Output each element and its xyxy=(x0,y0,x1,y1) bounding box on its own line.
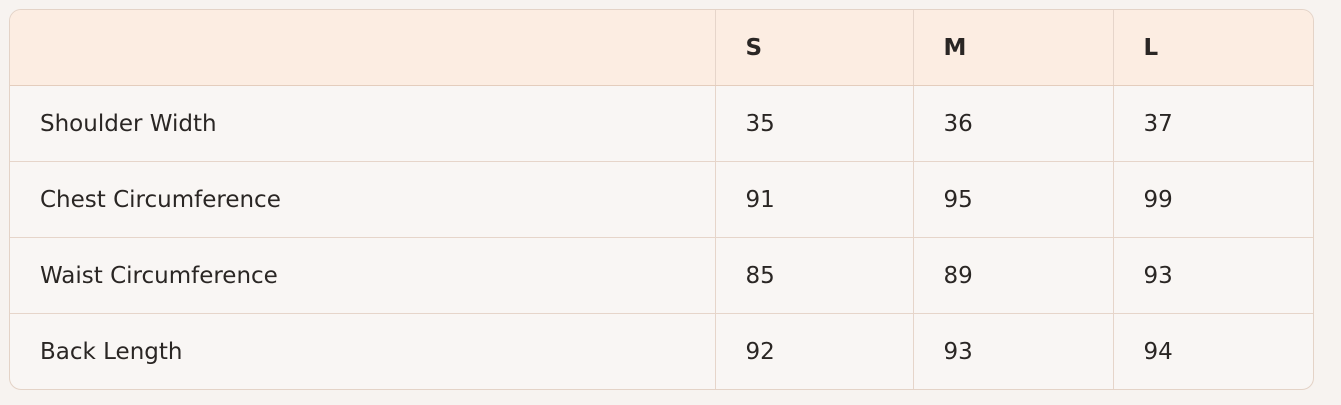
cell-m: 95 xyxy=(912,161,1113,238)
row-label: Waist Circumference xyxy=(10,237,715,314)
header-measurement xyxy=(10,10,715,86)
cell-l: 93 xyxy=(1112,237,1313,314)
header-row: S M L xyxy=(10,10,1313,86)
size-chart-table-container: S M L Shoulder Width 35 36 37 Chest Circ… xyxy=(9,9,1314,390)
row-label: Back Length xyxy=(10,313,715,389)
cell-s: 35 xyxy=(714,85,913,162)
cell-s: 91 xyxy=(714,161,913,238)
cell-l: 99 xyxy=(1112,161,1313,238)
cell-l: 94 xyxy=(1112,313,1313,389)
cell-s: 85 xyxy=(714,237,913,314)
table-row: Shoulder Width 35 36 37 xyxy=(10,85,1313,162)
row-label: Shoulder Width xyxy=(40,110,217,137)
table-row: Back Length 92 93 94 xyxy=(10,313,1313,389)
cell-m: 36 xyxy=(912,85,1113,162)
header-size-l: L xyxy=(1112,10,1313,86)
row-label: Chest Circumference xyxy=(10,161,715,238)
cell-l: 37 xyxy=(1112,85,1313,162)
header-size-s: S xyxy=(714,10,913,86)
cell-m: 89 xyxy=(912,237,1113,314)
table-row: Chest Circumference 91 95 99 xyxy=(10,161,1313,238)
table-row: Waist Circumference 85 89 93 xyxy=(10,237,1313,314)
header-size-m: M xyxy=(912,10,1113,86)
cell-m: 93 xyxy=(912,313,1113,389)
size-chart-table: S M L Shoulder Width 35 36 37 Chest Circ… xyxy=(10,10,1313,389)
cell-s: 92 xyxy=(714,313,913,389)
